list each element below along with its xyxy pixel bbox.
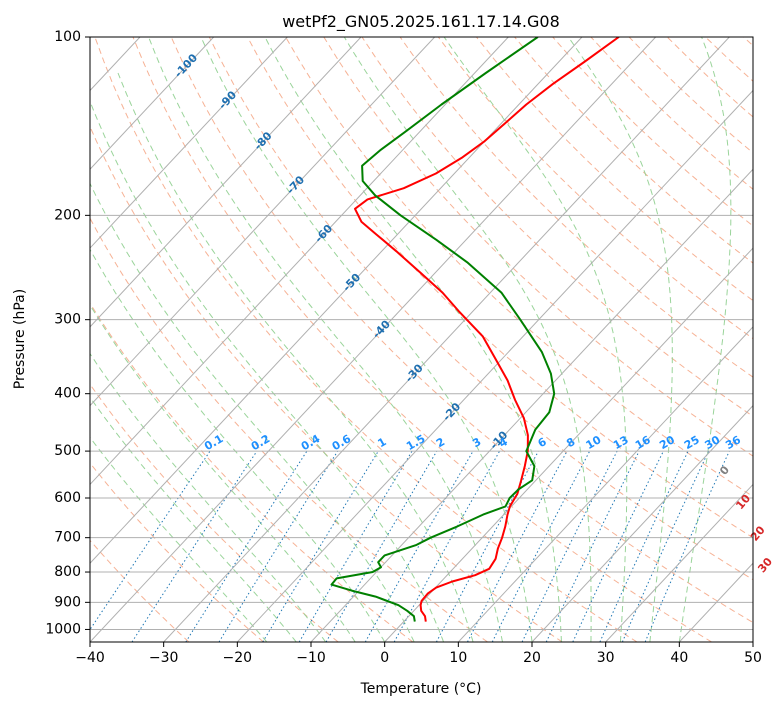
dry-adiabat-line bbox=[170, 37, 753, 624]
mixing-ratio-line bbox=[491, 450, 591, 642]
chart-title: wetPf2_GN05.2025.161.17.14.G08 bbox=[282, 12, 560, 32]
sounding-series bbox=[330, 37, 620, 622]
mixing-ratio-line bbox=[393, 450, 501, 642]
x-tick-label: 0 bbox=[380, 650, 389, 666]
y-tick-label: 1000 bbox=[45, 621, 81, 637]
dry-adiabat-line bbox=[247, 37, 753, 539]
isotherm-gridline bbox=[90, 37, 436, 407]
x-tick-label: −10 bbox=[296, 650, 326, 666]
moist-adiabat-line bbox=[117, 72, 474, 642]
y-tick-label: 700 bbox=[54, 530, 81, 546]
dry-adiabat-line bbox=[90, 217, 488, 642]
y-tick-label: 800 bbox=[54, 564, 81, 580]
y-tick-label: 600 bbox=[54, 490, 81, 506]
y-tick-label: 200 bbox=[54, 207, 81, 223]
moist-adiabat-line bbox=[200, 37, 533, 642]
y-tick-label: 400 bbox=[54, 386, 81, 402]
moist-adiabat-line bbox=[148, 37, 503, 642]
moist-adiabat-line bbox=[678, 37, 732, 642]
isotherm-gridline bbox=[384, 247, 753, 642]
temperature-line bbox=[354, 37, 620, 622]
mixing-ratio-line bbox=[90, 450, 211, 631]
mixing-ratio-line bbox=[185, 450, 308, 642]
y-tick-label: 300 bbox=[54, 312, 81, 328]
isotherm-gridline bbox=[163, 37, 730, 642]
dry-adiabat-line bbox=[94, 37, 638, 642]
x-tick-label: 10 bbox=[449, 650, 467, 666]
isotherm-gridline bbox=[90, 37, 657, 642]
grid-lines bbox=[90, 37, 753, 642]
moist-adiabat-line bbox=[90, 352, 327, 642]
isotherm-gridline bbox=[310, 168, 753, 642]
isotherm-gridline bbox=[90, 37, 362, 328]
mixing-ratio-line bbox=[364, 450, 474, 642]
moist-adiabat-line bbox=[264, 37, 562, 642]
y-axis-title: Pressure (hPa) bbox=[12, 289, 28, 389]
x-axis-title: Temperature (°C) bbox=[360, 681, 482, 697]
dry-adiabat-line bbox=[285, 37, 753, 498]
moist-adiabat-line bbox=[90, 304, 356, 642]
moist-adiabat-line bbox=[90, 182, 415, 642]
dry-adiabat-line bbox=[437, 37, 753, 340]
moist-adiabat-label: 40 bbox=[773, 583, 775, 603]
moist-adiabat-line bbox=[90, 100, 445, 642]
isotherm-gridline bbox=[531, 404, 753, 642]
x-tick-label: 50 bbox=[744, 650, 762, 666]
moist-adiabat-line bbox=[90, 248, 386, 642]
x-tick-label: −30 bbox=[149, 650, 179, 666]
mixing-ratio-line bbox=[521, 450, 618, 642]
isotherm-gridline bbox=[90, 37, 215, 171]
mixing-ratio-line bbox=[621, 450, 710, 642]
y-tick-label: 100 bbox=[54, 29, 81, 45]
x-tick-label: 40 bbox=[670, 650, 688, 666]
dewpoint-line bbox=[330, 37, 556, 622]
isotherm-gridline bbox=[457, 326, 753, 642]
x-tick-label: −20 bbox=[223, 650, 253, 666]
dry-adiabat-line bbox=[476, 37, 753, 302]
isotherm-gridline bbox=[236, 89, 753, 642]
mixing-ratio-line bbox=[435, 450, 539, 642]
axes: −40 −30 −20 −10 0 10 20 30 40 50 100 200 300 400 500 60… bbox=[45, 29, 762, 666]
moist-adiabat-line bbox=[443, 37, 628, 642]
dry-adiabat-line bbox=[90, 462, 264, 642]
x-tick-label: −40 bbox=[75, 650, 105, 666]
dry-adiabat-line bbox=[208, 37, 753, 581]
isotherm-gridline bbox=[605, 483, 753, 642]
mixing-ratio-line bbox=[262, 450, 379, 642]
plot-frame bbox=[89, 36, 754, 643]
y-tick-label: 500 bbox=[54, 443, 81, 459]
moist-adiabat-line bbox=[343, 37, 592, 642]
background-lines bbox=[90, 37, 753, 642]
isotherm-gridline bbox=[90, 37, 288, 249]
moist-adiabat-line bbox=[567, 37, 673, 642]
x-tick-label: 20 bbox=[523, 650, 541, 666]
dry-adiabat-line bbox=[90, 539, 190, 642]
y-tick-label: 900 bbox=[54, 594, 81, 610]
dry-adiabat-line bbox=[90, 125, 563, 642]
x-tick-label: 30 bbox=[597, 650, 615, 666]
isotherm-gridline bbox=[90, 37, 509, 486]
dry-adiabat-line bbox=[132, 37, 712, 642]
